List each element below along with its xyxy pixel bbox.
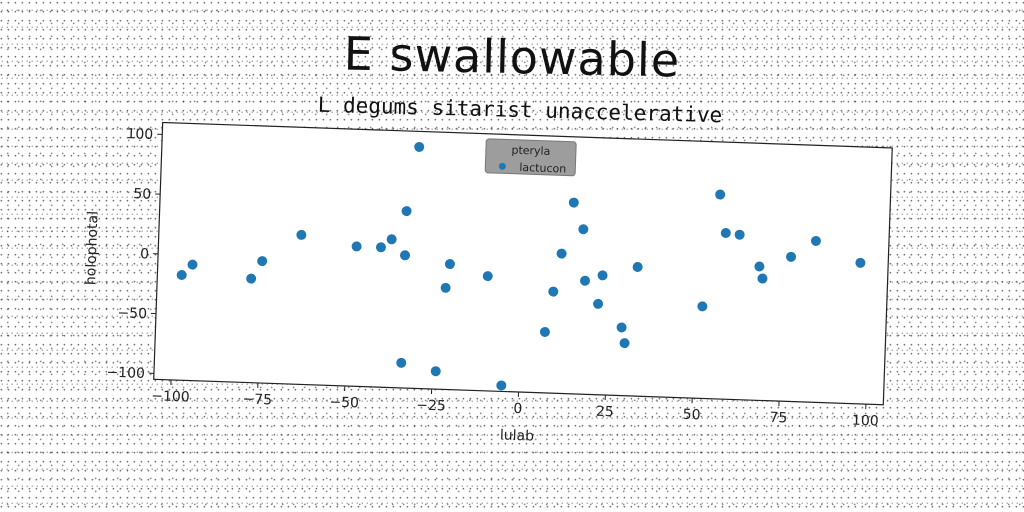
data-point xyxy=(187,259,198,270)
legend-title: pteryla xyxy=(511,144,550,158)
data-point xyxy=(632,262,643,273)
data-point xyxy=(400,250,411,261)
data-point xyxy=(296,229,307,240)
y-tick-label: −50 xyxy=(117,305,147,322)
data-point xyxy=(754,261,765,272)
data-point xyxy=(616,322,627,333)
data-point xyxy=(619,338,630,349)
x-axis: −100 −75 −50 −25 0 25 50 75 100 xyxy=(151,379,879,430)
data-point xyxy=(246,273,257,284)
data-point xyxy=(579,275,590,286)
y-tick-label: 50 xyxy=(133,186,151,203)
data-point xyxy=(720,228,731,239)
legend: pteryla lactucon xyxy=(484,138,577,177)
data-point xyxy=(257,256,268,267)
x-tick-label: 50 xyxy=(682,407,700,424)
data-point xyxy=(548,286,559,297)
data-point xyxy=(351,241,362,252)
data-point xyxy=(697,301,708,312)
x-tick-label: 75 xyxy=(769,410,787,427)
data-points xyxy=(176,141,866,391)
data-point xyxy=(176,270,187,281)
data-point xyxy=(375,242,386,253)
y-axis-label: holophotal xyxy=(83,211,102,286)
legend-marker xyxy=(498,162,506,170)
data-point xyxy=(786,251,797,262)
x-tick-label: −75 xyxy=(242,391,272,408)
data-point xyxy=(430,366,441,377)
data-point xyxy=(386,234,397,245)
data-point xyxy=(401,206,412,217)
data-point xyxy=(396,357,407,368)
data-point xyxy=(482,271,493,282)
data-point xyxy=(734,229,745,240)
legend-entry-label: lactucon xyxy=(519,161,566,176)
data-point xyxy=(810,235,821,246)
x-tick-label: 25 xyxy=(596,404,614,421)
data-point xyxy=(593,298,604,309)
x-tick-label: −100 xyxy=(151,388,190,405)
data-point xyxy=(757,273,768,284)
y-tick-label: 100 xyxy=(126,126,153,143)
data-point xyxy=(539,326,550,337)
x-axis-label: lulab xyxy=(500,427,535,444)
data-point xyxy=(715,189,726,200)
data-point xyxy=(855,257,866,268)
y-tick-label: 0 xyxy=(140,246,149,262)
x-tick-label: 0 xyxy=(513,401,522,417)
data-point xyxy=(414,141,425,152)
data-point xyxy=(597,270,608,281)
legend-box xyxy=(484,138,577,177)
data-point xyxy=(444,259,455,270)
x-tick-label: −25 xyxy=(416,397,446,414)
y-axis: −100 −50 0 50 100 xyxy=(106,126,163,382)
x-tick-label: −50 xyxy=(329,394,359,411)
data-point xyxy=(556,248,567,259)
y-tick-label: −100 xyxy=(106,365,145,382)
x-tick-label: 100 xyxy=(852,413,879,430)
data-point xyxy=(568,197,579,208)
data-point xyxy=(578,224,589,235)
data-point xyxy=(496,380,507,391)
data-point xyxy=(440,282,451,293)
